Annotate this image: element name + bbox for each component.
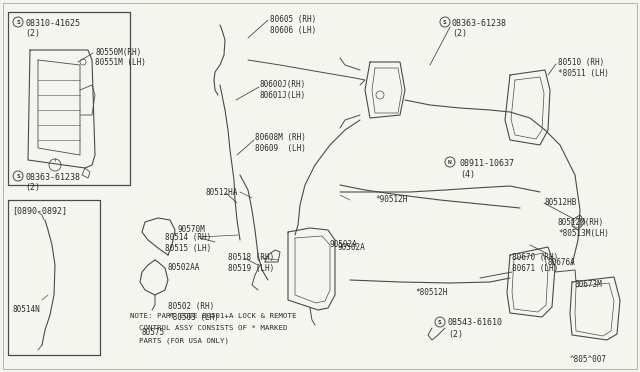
- Text: (2): (2): [448, 330, 463, 339]
- Text: S: S: [438, 320, 442, 324]
- Circle shape: [302, 279, 314, 291]
- Text: 80512M(RH): 80512M(RH): [558, 218, 604, 227]
- Text: (4): (4): [460, 170, 475, 179]
- Text: 80606 (LH): 80606 (LH): [270, 26, 316, 35]
- Text: 80515 (LH): 80515 (LH): [165, 244, 211, 253]
- Text: 80605 (RH): 80605 (RH): [270, 15, 316, 24]
- Text: (2): (2): [25, 183, 40, 192]
- Text: 80512HB: 80512HB: [545, 198, 577, 207]
- Text: 80575: 80575: [142, 328, 165, 337]
- Circle shape: [153, 228, 163, 238]
- Text: S: S: [16, 173, 20, 179]
- Text: 80551M (LH): 80551M (LH): [95, 58, 146, 67]
- Circle shape: [150, 272, 160, 282]
- Text: (2): (2): [25, 29, 40, 38]
- Text: S: S: [16, 19, 20, 25]
- Text: 08363-61238: 08363-61238: [25, 173, 80, 182]
- Text: 08543-61610: 08543-61610: [448, 318, 503, 327]
- Text: *80503 (LH): *80503 (LH): [168, 313, 219, 322]
- Text: 08310-41625: 08310-41625: [25, 19, 80, 28]
- Text: 90502A: 90502A: [338, 243, 365, 252]
- Text: 80670 (RH): 80670 (RH): [512, 253, 558, 262]
- Text: 80608M (RH): 80608M (RH): [255, 133, 306, 142]
- Text: 90502A: 90502A: [330, 240, 358, 249]
- Text: *80511 (LH): *80511 (LH): [558, 69, 609, 78]
- Text: *90512H: *90512H: [375, 195, 408, 204]
- Text: (2): (2): [452, 29, 467, 38]
- Text: 80600J(RH): 80600J(RH): [260, 80, 307, 89]
- Circle shape: [146, 308, 154, 316]
- Text: CONTROL ASSY CONSISTS OF * MARKED: CONTROL ASSY CONSISTS OF * MARKED: [130, 325, 287, 331]
- Text: 80502 (RH): 80502 (RH): [168, 302, 214, 311]
- Text: NOTE: PART CODE 80501+A LOCK & REMOTE: NOTE: PART CODE 80501+A LOCK & REMOTE: [130, 313, 296, 319]
- Text: 90570M: 90570M: [178, 225, 205, 234]
- Text: N: N: [448, 160, 452, 164]
- Text: 80502AA: 80502AA: [168, 263, 200, 272]
- Text: 80518 (RH): 80518 (RH): [228, 253, 275, 262]
- Text: *80512H: *80512H: [415, 288, 447, 297]
- Text: PARTS (FOR USA ONLY): PARTS (FOR USA ONLY): [130, 337, 229, 343]
- Ellipse shape: [358, 58, 413, 122]
- Text: *80513M(LH): *80513M(LH): [558, 229, 609, 238]
- Text: 80514N: 80514N: [12, 305, 40, 314]
- Text: 80512HA: 80512HA: [205, 188, 237, 197]
- Text: 80673M: 80673M: [575, 280, 603, 289]
- Text: 80671 (LH): 80671 (LH): [512, 264, 558, 273]
- Text: [0890-0892]: [0890-0892]: [12, 206, 67, 215]
- Text: 80514 (RH): 80514 (RH): [165, 233, 211, 242]
- Circle shape: [302, 244, 314, 256]
- Text: 08363-61238: 08363-61238: [452, 19, 507, 28]
- Text: 80609  (LH): 80609 (LH): [255, 144, 306, 153]
- Text: 80550M(RH): 80550M(RH): [95, 48, 141, 57]
- Text: ^805^007: ^805^007: [570, 355, 607, 364]
- Text: 80676A: 80676A: [548, 258, 576, 267]
- Text: 80519 (LH): 80519 (LH): [228, 264, 275, 273]
- Circle shape: [313, 324, 321, 332]
- Text: S: S: [443, 19, 447, 25]
- Text: 08911-10637: 08911-10637: [460, 159, 515, 168]
- Text: 80601J(LH): 80601J(LH): [260, 91, 307, 100]
- Text: 80510 (RH): 80510 (RH): [558, 58, 604, 67]
